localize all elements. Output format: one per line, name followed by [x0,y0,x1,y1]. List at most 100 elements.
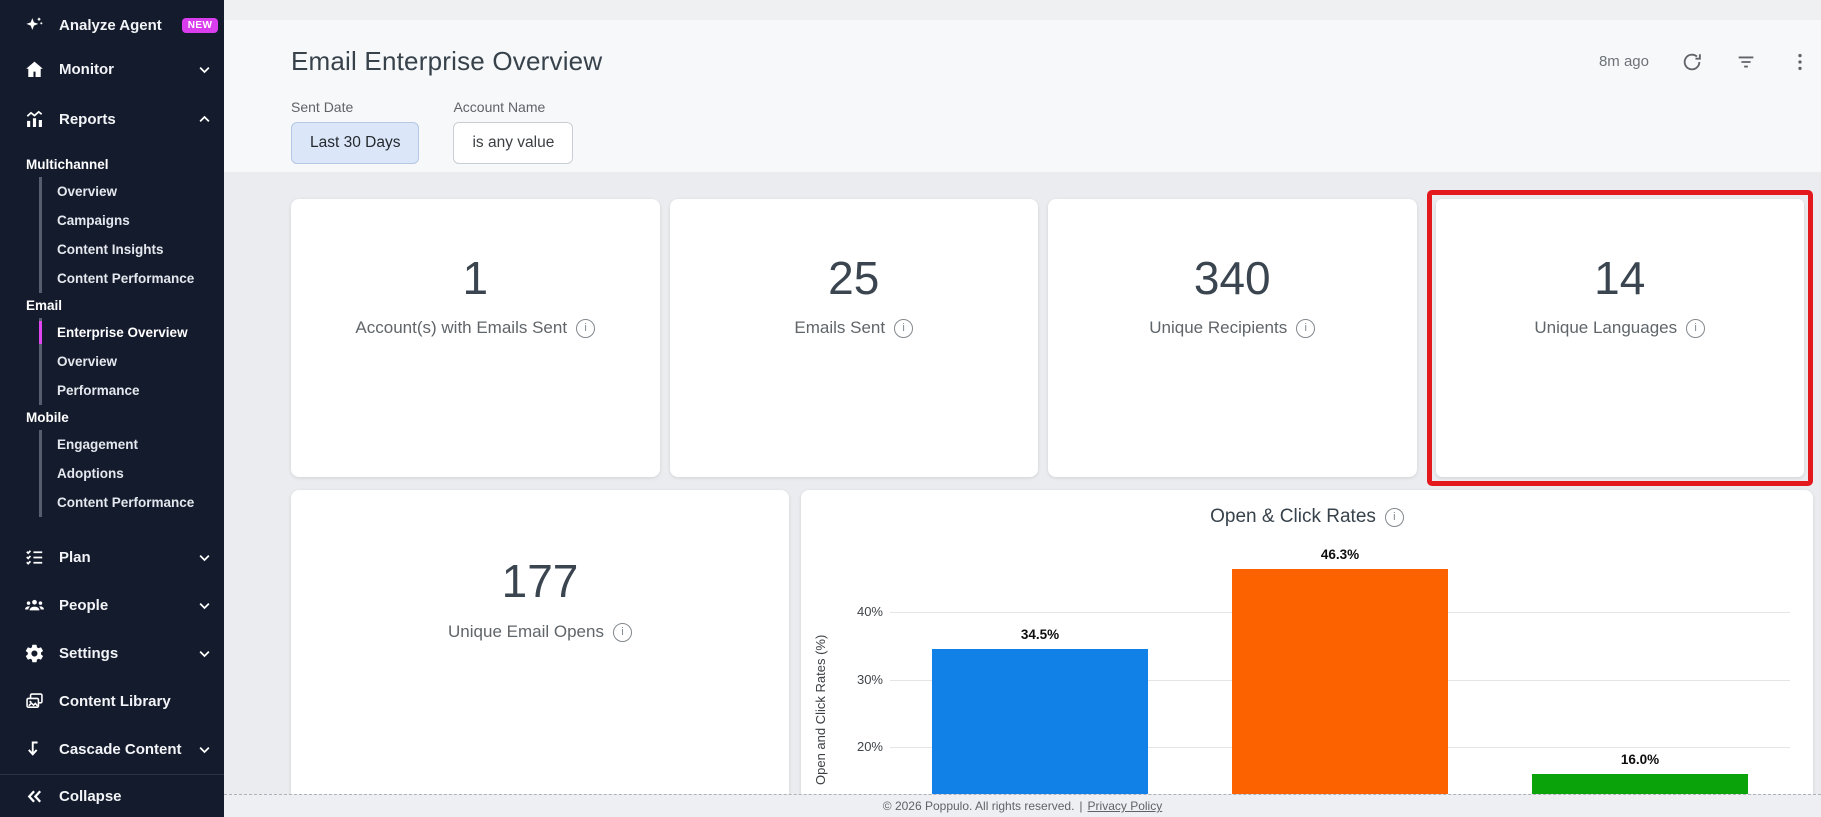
bar-value-label: 46.3% [1320,547,1360,562]
sidebar-item-label: Settings [59,644,119,662]
sidebar-item-reports[interactable]: Reports [0,94,224,144]
info-icon[interactable]: i [612,622,632,642]
collapse-label: Collapse [59,787,122,805]
kpi-card-emails-sent: 25 Emails Sent i [669,199,1038,477]
cascade-icon [24,739,45,760]
copyright-text: © 2026 Poppulo. All rights reserved. [882,799,1075,813]
sent-date-filter-chip[interactable]: Last 30 Days [291,122,420,164]
collapse-icon [24,786,45,807]
people-icon [24,595,45,616]
chart-title: Open & Click Rates [1210,506,1376,527]
chart-title-row: Open & Click Rates i [801,506,1813,528]
sidebar-item-plan[interactable]: Plan [0,533,224,581]
sidebar-item-cascade-content[interactable]: Cascade Content [0,725,224,773]
refresh-icon[interactable] [1681,51,1703,73]
second-row: 177 Unique Email Opens i Open & Click Ra… [291,490,1813,817]
sidebar-item-content-library[interactable]: Content Library [0,677,224,725]
y-axis-tick: 40% [856,604,883,619]
kebab-menu-icon[interactable] [1789,51,1811,73]
filter-icon[interactable] [1735,51,1757,73]
sidebar-section-label: Mobile [26,410,69,425]
new-badge: NEW [181,17,219,33]
filter-sent-date: Sent Date Last 30 Days [291,99,420,164]
sidebar-item-analyze-agent[interactable]: Analyze Agent NEW [0,6,224,44]
page-title: Email Enterprise Overview [291,46,603,76]
sidebar-section-items: Engagement Adoptions Content Performance [39,430,224,517]
kpi-value: 177 [501,555,579,607]
sidebar-bottom-items: Plan People Settings Content Library Cascade… [0,533,224,773]
sidebar-item-people[interactable]: People [0,581,224,629]
main-content: Email Enterprise Overview 8m ago Sent Da… [224,0,1821,817]
kpi-label: Unique Recipients [1149,318,1288,337]
bar-chart-icon [24,109,45,130]
kpi-label: Emails Sent [794,318,886,337]
info-icon[interactable]: i [1686,318,1706,338]
chevron-down-icon [197,62,212,77]
filter-bar: Sent Date Last 30 Days Account Name is a… [224,77,1821,164]
footer-separator: | [1079,799,1083,813]
kpi-value: 1 [462,252,489,304]
kpi-label: Unique Email Opens [448,622,604,641]
y-axis-tick: 20% [856,739,883,754]
info-icon[interactable]: i [1296,318,1316,338]
kpi-value: 340 [1193,252,1271,304]
sidebar-section-label: Multichannel [26,157,109,172]
last-refresh-time: 8m ago [1598,53,1649,70]
chart-bar[interactable] [932,649,1148,817]
kpi-value: 25 [828,252,880,304]
sidebar-item-label: Plan [59,548,91,566]
filter-label: Sent Date [291,99,354,115]
sidebar-top-items: Monitor Reports [0,44,224,144]
privacy-policy-link[interactable]: Privacy Policy [1087,799,1163,813]
sidebar-section-label: Email [26,298,63,313]
home-icon [24,59,45,80]
sidebar-collapse-button[interactable]: Collapse [0,774,224,817]
highlight-box: 14 Unique Languages i [1426,190,1813,486]
sidebar-item-campaigns[interactable]: Campaigns [57,213,130,228]
header-row: Email Enterprise Overview 8m ago [224,20,1821,77]
info-icon[interactable]: i [1384,507,1404,527]
bar-value-label: 34.5% [1020,627,1060,642]
sidebar-item-content-performance[interactable]: Content Performance [57,271,195,286]
filter-label: Account Name [453,99,546,115]
kpi-row: 1 Account(s) with Emails Sent i 25 Emails Se… [291,190,1813,486]
sidebar-item-adoptions[interactable]: Adoptions [57,466,124,481]
chevron-down-icon [197,646,212,661]
sidebar-item-performance[interactable]: Performance [57,383,140,398]
kpi-card-unique-recipients: 340 Unique Recipients i [1048,199,1417,477]
sidebar-item-engagement[interactable]: Engagement [57,437,139,452]
kpi-label: Account(s) with Emails Sent [355,318,568,337]
chart-y-axis-label: Open and Click Rates (%) [813,634,828,786]
sidebar-item-label: Reports [59,110,116,128]
kpi-card-account-s-with-emails-sent: 1 Account(s) with Emails Sent i [291,199,660,477]
sidebar: Analyze Agent NEW Monitor Reports Multich… [0,0,224,817]
sidebar-item-enterprise-overview[interactable]: Enterprise Overview [39,318,224,347]
dashboard-canvas: 1 Account(s) with Emails Sent i 25 Emails Se… [224,172,1821,817]
top-strip [224,0,1821,20]
sidebar-item-content-insights[interactable]: Content Insights [57,242,164,257]
bar-value-label: 16.0% [1620,752,1660,767]
footer: © 2026 Poppulo. All rights reserved. | P… [224,794,1821,817]
kpi-value: 14 [1594,252,1646,304]
checklist-icon [24,547,45,568]
sidebar-item-overview[interactable]: Overview [57,184,118,199]
sparkle-star-icon [24,15,45,36]
sidebar-item-overview[interactable]: Overview [57,354,118,369]
content-library-icon [24,691,45,712]
sidebar-item-monitor[interactable]: Monitor [0,44,224,94]
account-name-filter-chip[interactable]: is any value [453,122,574,164]
chart-bar[interactable] [1232,569,1448,817]
kpi-label: Unique Languages [1534,318,1678,337]
gear-icon [24,643,45,664]
sidebar-item-label: People [59,596,109,614]
chevron-down-icon [197,742,212,757]
info-icon[interactable]: i [894,318,914,338]
sidebar-item-content-performance[interactable]: Content Performance [57,495,195,510]
sidebar-section-items: Enterprise Overview Overview Performance [39,318,224,405]
kpi-card-unique-email-opens: 177 Unique Email Opens i [291,490,789,817]
chevron-down-icon [197,550,212,565]
info-icon[interactable]: i [576,318,596,338]
sidebar-item-settings[interactable]: Settings [0,629,224,677]
sidebar-item-label: Content Library [59,692,171,710]
